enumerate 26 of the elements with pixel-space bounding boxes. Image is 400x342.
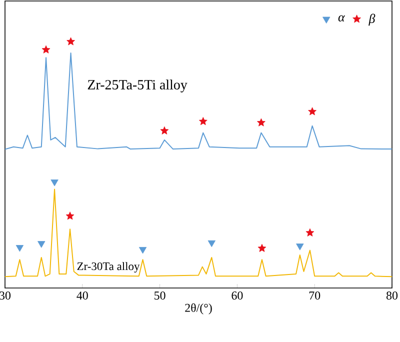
point — [38, 241, 46, 248]
series-label: Zr-25Ta-5Ti alloy — [88, 80, 188, 92]
point — [257, 118, 266, 126]
series-label: Zr-30Ta alloy — [77, 262, 140, 273]
point — [208, 240, 216, 248]
point — [50, 180, 58, 186]
point — [198, 117, 208, 126]
point — [160, 126, 169, 134]
point — [66, 37, 75, 46]
x-tick-label: 30 — [0, 292, 11, 300]
point — [16, 245, 24, 252]
x-tick-label: 40 — [76, 292, 88, 300]
legend-label: β — [368, 14, 376, 26]
point — [308, 107, 316, 116]
legend-label: α — [338, 15, 346, 22]
x-tick-label: 70 — [309, 292, 320, 300]
x-axis-title: 2θ/(°) — [185, 303, 212, 314]
point — [296, 244, 304, 250]
x-tick-label: 50 — [154, 292, 166, 300]
x-tick-label: 60 — [232, 292, 243, 300]
point — [258, 244, 266, 252]
point — [138, 247, 147, 254]
point — [66, 212, 74, 220]
point — [306, 228, 314, 236]
x-tick-label: 80 — [386, 292, 398, 300]
point — [42, 45, 50, 54]
